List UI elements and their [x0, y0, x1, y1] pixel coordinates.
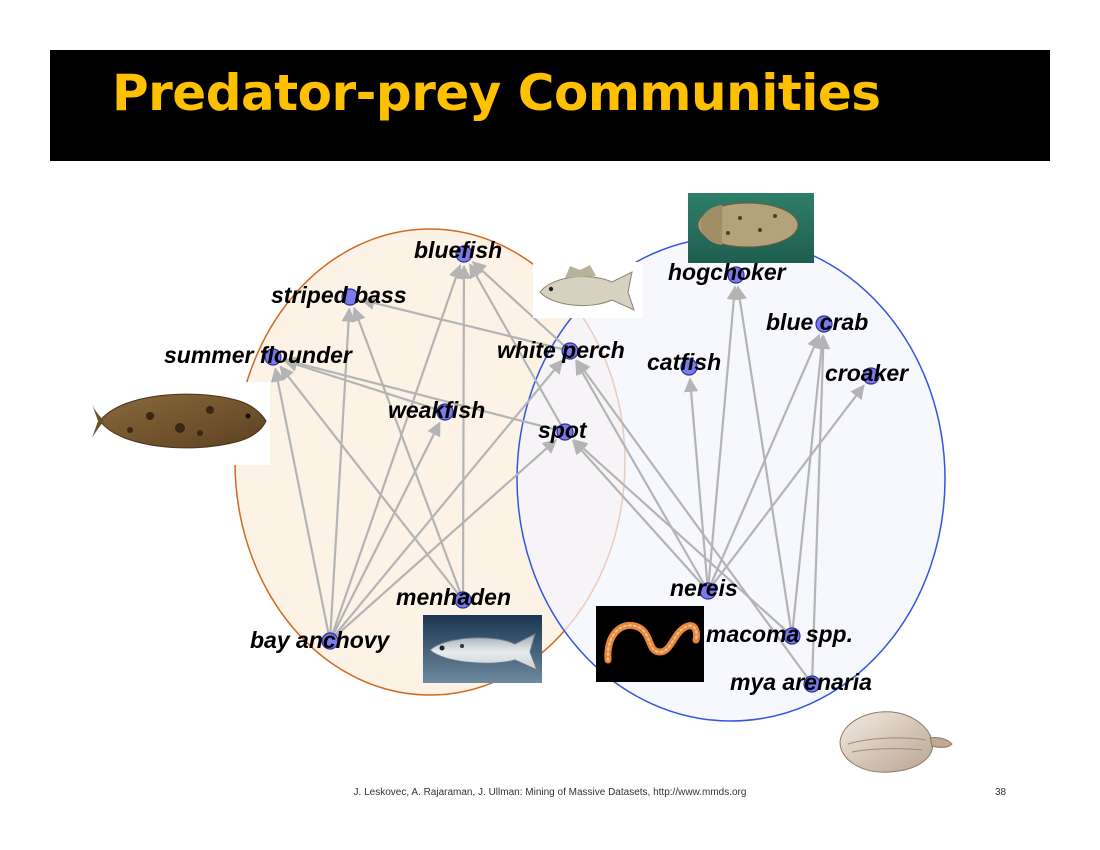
node-label-menhaden: menhaden — [396, 584, 511, 610]
node-label-macoma: macoma spp. — [706, 621, 853, 647]
edge-white-perch-to-striped-bass — [360, 295, 571, 353]
node-blue-crab: blue crab — [766, 309, 868, 335]
node-label-hogchoker: hogchoker — [668, 259, 787, 285]
edge-nereis-to-catfish — [683, 377, 710, 592]
node-label-mya: mya arenaria — [730, 669, 872, 695]
edge-menhaden-to-striped-bass — [351, 306, 465, 601]
node-marker-spot — [556, 423, 574, 441]
edge-spot-to-bluefish — [468, 263, 566, 433]
node-marker-summer-flounder — [264, 348, 282, 366]
node-label-nereis: nereis — [670, 575, 738, 601]
nereis-image — [596, 606, 704, 682]
footer-citation: J. Leskovec, A. Rajaraman, J. Ullman: Mi… — [353, 787, 747, 798]
node-label-croaker: croaker — [825, 360, 909, 386]
edge-nereis-to-spot — [572, 439, 709, 592]
node-marker-catfish — [680, 358, 698, 376]
edge-spot-to-summer-flounder — [283, 356, 566, 434]
edge-menhaden-to-summer-flounder — [279, 365, 464, 601]
clam-image — [839, 711, 953, 773]
node-label-bluefish: bluefish — [414, 237, 502, 263]
node-marker-weakfish — [436, 403, 454, 421]
edge-mya-to-blue-crab — [810, 334, 831, 685]
node-macoma: macoma spp. — [706, 621, 853, 647]
edge-nereis-to-white-perch — [575, 360, 709, 592]
node-label-summer-flounder: summer flounder — [164, 342, 353, 368]
node-label-catfish: catfish — [647, 349, 721, 375]
node-label-weakfish: weakfish — [388, 397, 485, 423]
node-catfish: catfish — [647, 349, 721, 376]
node-nereis: nereis — [670, 575, 738, 601]
title-bar: Predator-prey Communities — [50, 50, 1050, 161]
node-hogchoker: hogchoker — [668, 259, 787, 285]
edge-menhaden-to-bluefish — [456, 264, 472, 601]
node-striped-bass: striped bass — [271, 282, 407, 308]
node-marker-bluefish — [455, 245, 473, 263]
page-number: 38 — [995, 787, 1007, 798]
edge-bay-anchovy-to-striped-bass — [328, 307, 356, 642]
edge-bay-anchovy-to-spot — [329, 439, 558, 642]
node-marker-macoma — [783, 627, 801, 645]
node-mya: mya arenaria — [730, 669, 872, 695]
edge-bay-anchovy-to-summer-flounder — [270, 367, 332, 642]
node-marker-menhaden — [454, 591, 472, 609]
nodes-layer: bluefish striped bass summer flounder weakf… — [164, 237, 909, 695]
node-label-blue-crab: blue crab — [766, 309, 868, 335]
white-perch-image — [533, 262, 643, 318]
edge-nereis-to-hogchoker — [706, 285, 741, 592]
edge-nereis-to-blue-crab — [706, 333, 821, 592]
node-marker-croaker — [862, 367, 880, 385]
node-marker-striped-bass — [341, 288, 359, 306]
node-marker-mya — [803, 675, 821, 693]
node-marker-nereis — [699, 582, 717, 600]
node-weakfish: weakfish — [388, 397, 485, 423]
node-marker-blue-crab — [815, 315, 833, 333]
node-marker-hogchoker — [727, 266, 745, 284]
edge-weakfish-to-summer-flounder — [283, 357, 446, 414]
node-spot: spot — [538, 417, 588, 443]
node-label-bay-anchovy: bay anchovy — [250, 627, 391, 653]
slide-title: Predator-prey Communities — [112, 64, 881, 122]
node-bluefish: bluefish — [414, 237, 502, 263]
node-white-perch: white perch — [497, 337, 625, 363]
node-marker-bay-anchovy — [321, 632, 339, 650]
edge-bay-anchovy-to-white-perch — [329, 359, 564, 642]
node-menhaden: menhaden — [396, 584, 511, 610]
node-bay-anchovy: bay anchovy — [250, 627, 391, 653]
edge-macoma-to-hogchoker — [732, 285, 794, 637]
node-summer-flounder: summer flounder — [164, 342, 353, 368]
node-label-white-perch: white perch — [497, 337, 625, 363]
summer-flounder-image — [90, 382, 270, 465]
node-label-spot: spot — [538, 417, 588, 443]
edge-macoma-to-spot — [572, 439, 793, 637]
node-label-striped-bass: striped bass — [271, 282, 407, 308]
edge-white-perch-to-bluefish — [471, 261, 571, 352]
node-croaker: croaker — [825, 360, 909, 386]
edge-bay-anchovy-to-bluefish — [328, 263, 463, 642]
hogchoker-image — [688, 193, 814, 263]
edge-mya-to-white-perch — [576, 359, 813, 685]
menhaden-image — [423, 615, 542, 683]
edge-macoma-to-blue-crab — [790, 334, 829, 637]
edges-layer — [270, 261, 865, 685]
node-marker-white-perch — [561, 342, 579, 360]
edge-nereis-to-croaker — [707, 384, 865, 592]
edge-bay-anchovy-to-weakfish — [329, 421, 441, 642]
